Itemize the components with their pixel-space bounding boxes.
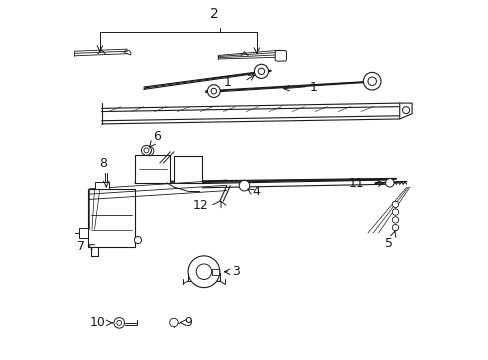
- Circle shape: [391, 209, 398, 215]
- Circle shape: [141, 145, 151, 155]
- Circle shape: [363, 72, 380, 90]
- FancyBboxPatch shape: [79, 228, 87, 238]
- FancyBboxPatch shape: [87, 189, 135, 247]
- Wedge shape: [124, 50, 131, 55]
- Circle shape: [147, 149, 151, 153]
- Circle shape: [254, 64, 268, 78]
- Polygon shape: [399, 103, 411, 119]
- Text: 4: 4: [252, 185, 260, 198]
- FancyBboxPatch shape: [188, 273, 219, 281]
- Text: 8: 8: [99, 157, 107, 170]
- Circle shape: [196, 264, 211, 279]
- Text: 5: 5: [385, 237, 392, 250]
- Circle shape: [144, 147, 154, 156]
- FancyBboxPatch shape: [174, 156, 202, 183]
- Text: 10: 10: [90, 316, 105, 329]
- Circle shape: [207, 85, 220, 98]
- Circle shape: [117, 320, 122, 325]
- Circle shape: [391, 224, 398, 231]
- Circle shape: [143, 148, 148, 153]
- Circle shape: [239, 180, 249, 191]
- Text: 12: 12: [192, 199, 208, 212]
- Circle shape: [402, 107, 409, 114]
- Text: 1: 1: [309, 81, 317, 94]
- Text: 1: 1: [223, 76, 231, 90]
- Circle shape: [188, 256, 219, 288]
- Circle shape: [258, 68, 264, 75]
- FancyBboxPatch shape: [275, 50, 286, 61]
- FancyBboxPatch shape: [94, 182, 108, 189]
- FancyBboxPatch shape: [212, 269, 219, 275]
- Text: 6: 6: [152, 130, 161, 143]
- Text: 2: 2: [210, 7, 219, 21]
- Circle shape: [134, 237, 141, 244]
- Circle shape: [210, 88, 216, 94]
- Circle shape: [169, 318, 178, 327]
- Text: 7: 7: [77, 240, 85, 253]
- Text: 3: 3: [231, 265, 239, 278]
- Circle shape: [391, 201, 398, 207]
- FancyBboxPatch shape: [135, 154, 170, 183]
- Circle shape: [367, 77, 376, 85]
- Circle shape: [114, 318, 124, 328]
- Text: 11: 11: [348, 177, 364, 190]
- Circle shape: [385, 179, 393, 187]
- Circle shape: [391, 217, 398, 223]
- Text: 9: 9: [184, 316, 192, 329]
